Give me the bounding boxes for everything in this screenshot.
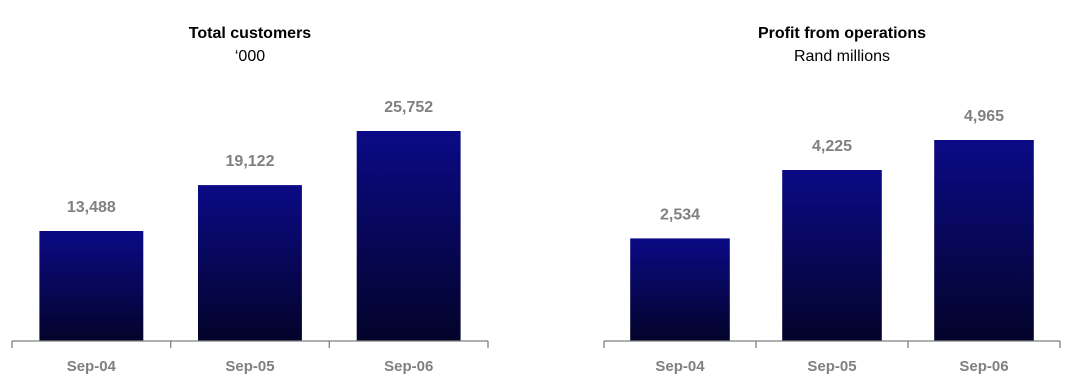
bar-sep-06 <box>356 131 461 341</box>
x-tick-label: Sep-05 <box>225 358 274 374</box>
chart-subtitle: ‘000 <box>235 48 265 65</box>
bar-sep-04 <box>630 238 730 341</box>
data-label: 2,534 <box>660 206 700 223</box>
x-tick-label: Sep-06 <box>384 358 433 374</box>
chart-subtitle: Rand millions <box>794 48 890 65</box>
x-tick-label: Sep-06 <box>959 358 1008 374</box>
bar-sep-05 <box>198 185 302 341</box>
bar-sep-05 <box>782 170 882 341</box>
chart-title: Profit from operations <box>758 25 926 42</box>
data-label: 13,488 <box>67 199 116 216</box>
chart-title: Total customers <box>189 25 312 42</box>
x-tick-label: Sep-04 <box>655 358 705 374</box>
x-tick-label: Sep-04 <box>67 358 117 374</box>
bar-sep-04 <box>39 231 144 341</box>
data-label: 25,752 <box>384 99 433 116</box>
plot-area: 13,488 Sep-04 19,122 Sep-05 25,752 Sep-06 <box>11 99 489 374</box>
bar-sep-06 <box>934 140 1034 341</box>
data-label: 4,225 <box>812 138 852 155</box>
chart-profit-from-operations: Profit from operations Rand millions 2,5… <box>603 25 1061 374</box>
plot-area: 2,534 Sep-04 4,225 Sep-05 4,965 Sep-06 <box>603 108 1061 374</box>
data-label: 19,122 <box>226 153 275 170</box>
x-tick-label: Sep-05 <box>807 358 856 374</box>
data-label: 4,965 <box>964 108 1004 125</box>
chart-total-customers: Total customers ‘000 13,488 Sep-04 19,122 S… <box>11 25 489 374</box>
